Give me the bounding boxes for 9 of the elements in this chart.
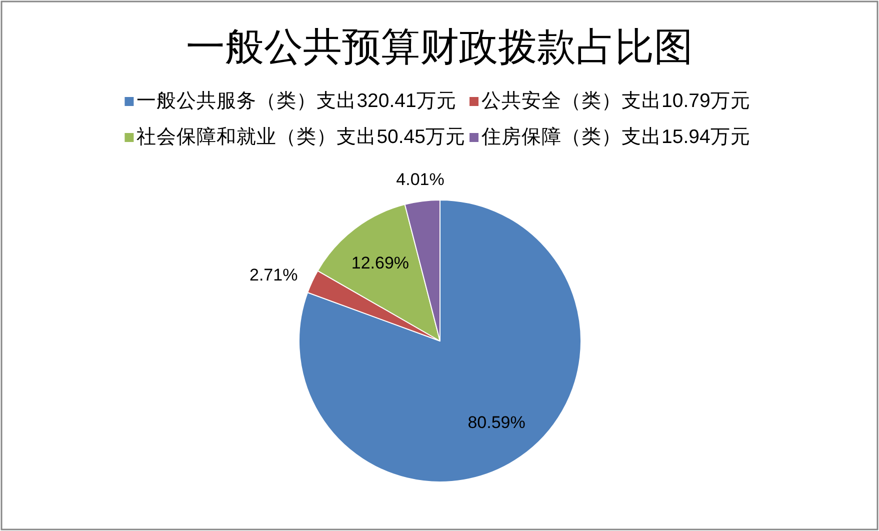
data-label: 2.71% [250,266,298,285]
legend-label: 一般公共服务（类）支出320.41万元 [136,90,456,112]
data-label: 4.01% [396,170,444,190]
legend-label: 社会保障和就业（类）支出50.45万元 [136,126,466,148]
data-label: 80.59% [468,412,526,432]
data-label: 12.69% [351,253,410,272]
legend-label: 住房保障（类）支出15.94万元 [482,126,750,148]
title: 一般公共预算财政拨款占比图 [186,26,693,69]
legend-label: 公共安全（类）支出10.79万元 [482,90,750,112]
